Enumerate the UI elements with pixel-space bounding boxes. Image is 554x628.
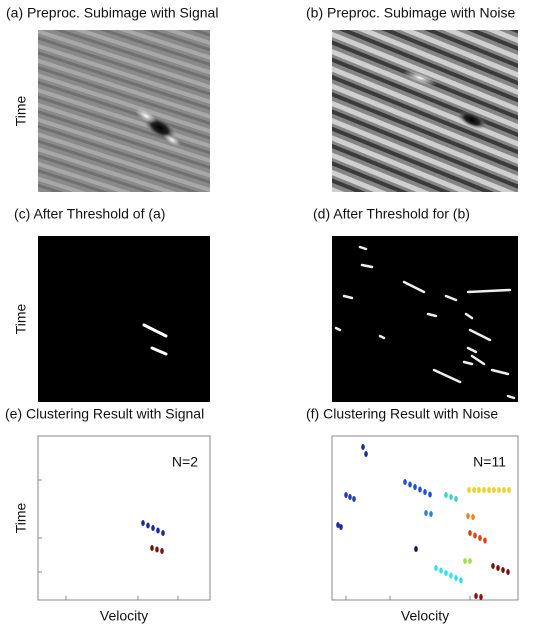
dot (502, 487, 506, 493)
dot (472, 487, 476, 493)
dot (155, 546, 159, 553)
y-axis-label: Time (13, 303, 29, 334)
panel-title: (e) Clustering Result with Signal (5, 406, 204, 422)
panel-title: (d) After Threshold for (b) (313, 206, 470, 222)
dot (449, 572, 453, 579)
dot (496, 565, 500, 571)
dot (361, 444, 365, 450)
dot (146, 522, 150, 529)
dot (449, 494, 453, 500)
dot (477, 487, 481, 493)
image-c (38, 236, 210, 402)
dot (413, 484, 417, 490)
annotation: N=11 (473, 454, 506, 470)
dot (507, 487, 511, 493)
plot-e (37, 435, 211, 601)
dot (491, 563, 495, 569)
dot (501, 567, 505, 573)
panel-title: (f) Clustering Result with Noise (306, 406, 498, 422)
plot-f (331, 435, 519, 601)
dot (468, 558, 472, 564)
dot (467, 487, 471, 493)
image-d (332, 236, 518, 402)
dot (424, 510, 428, 516)
dot (160, 548, 164, 554)
dot (141, 520, 145, 526)
y-axis-label: Time (13, 502, 29, 533)
dot (468, 530, 472, 536)
annotation: N=2 (172, 454, 198, 470)
dot (339, 524, 343, 530)
panel-title: (b) Preproc. Subimage with Noise (306, 5, 516, 21)
cluster-dots (141, 444, 511, 600)
image-b (332, 30, 518, 192)
dot (474, 593, 478, 599)
dot (444, 492, 448, 498)
dot (483, 537, 487, 544)
dot (478, 535, 482, 541)
dot (414, 546, 418, 552)
dot (434, 565, 438, 571)
panel-title: (a) Preproc. Subimage with Signal (6, 5, 218, 21)
dot (408, 481, 412, 488)
dot (466, 513, 470, 519)
dot (482, 487, 486, 493)
dot (156, 527, 160, 534)
dot (423, 489, 427, 495)
dot (150, 545, 154, 551)
dot (463, 558, 467, 564)
dot (344, 492, 348, 498)
image-a (38, 30, 210, 192)
dot (336, 522, 340, 528)
dot (454, 496, 458, 502)
dot (497, 487, 501, 493)
dot (473, 532, 477, 539)
dot (459, 577, 463, 584)
dot (444, 570, 448, 576)
panel-title: (c) After Threshold of (a) (14, 206, 165, 222)
dot (454, 575, 458, 581)
dot (479, 594, 483, 600)
dot (151, 525, 155, 531)
dot (403, 479, 407, 485)
dot (487, 487, 491, 493)
x-axis-label: Velocity (100, 608, 148, 624)
dot (348, 494, 352, 500)
x-axis-label: Velocity (401, 608, 449, 624)
dot (428, 491, 432, 498)
dot (492, 487, 496, 493)
dot (439, 567, 443, 574)
dot (471, 514, 475, 520)
y-axis-label: Time (13, 95, 29, 126)
dot (352, 496, 356, 502)
dot (506, 569, 510, 575)
dot (161, 530, 165, 536)
dot (418, 486, 422, 493)
dot (364, 451, 368, 457)
dot (429, 511, 433, 517)
